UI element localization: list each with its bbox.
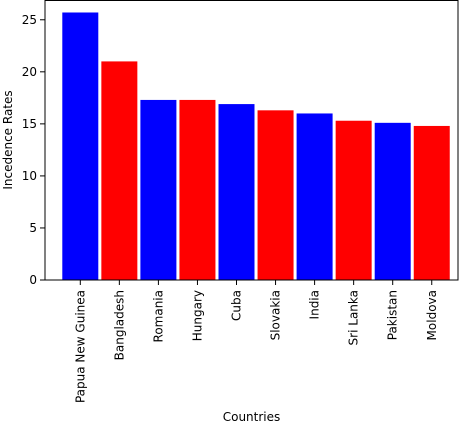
bar-8 [374, 122, 411, 280]
plot-frame [44, 0, 459, 281]
x-tick-label: Sri Lanka [347, 290, 361, 345]
bar-9 [413, 125, 450, 280]
x-tick-label: Hungary [190, 290, 204, 341]
bar-3 [179, 99, 216, 281]
x-tick-label: Papua New Guinea [73, 290, 87, 403]
y-tick-label: 10 [22, 169, 37, 183]
x-tick-label: Slovakia [269, 290, 283, 340]
bar-7 [335, 120, 372, 281]
bar-6 [296, 113, 333, 281]
y-axis-ticks: 0 5 10 15 20 25 [22, 13, 45, 287]
y-tick-label: 25 [22, 13, 37, 27]
x-tick-label: India [308, 290, 322, 319]
x-tick-label: Pakistan [386, 290, 400, 340]
x-tick-label: Moldova [425, 290, 439, 340]
y-tick-label: 20 [22, 65, 37, 79]
x-tick-label: Cuba [230, 290, 244, 321]
y-tick-label: 5 [29, 221, 37, 235]
y-tick-label: 15 [22, 117, 37, 131]
x-tick-label: Bangladesh [112, 290, 126, 360]
y-axis-label: Incedence Rates [1, 90, 15, 189]
x-axis-label: Countries [223, 410, 281, 424]
bar-2 [140, 99, 177, 281]
x-tick-label: Romania [151, 290, 165, 342]
x-axis-ticks: Papua New Guinea Bangladesh Romania Hungary… [73, 280, 439, 403]
bars-group [62, 12, 450, 281]
bar-5 [257, 110, 294, 280]
bar-4 [218, 104, 255, 280]
bar-0 [62, 12, 99, 281]
y-tick-label: 0 [29, 273, 37, 287]
bar-1 [101, 61, 138, 280]
